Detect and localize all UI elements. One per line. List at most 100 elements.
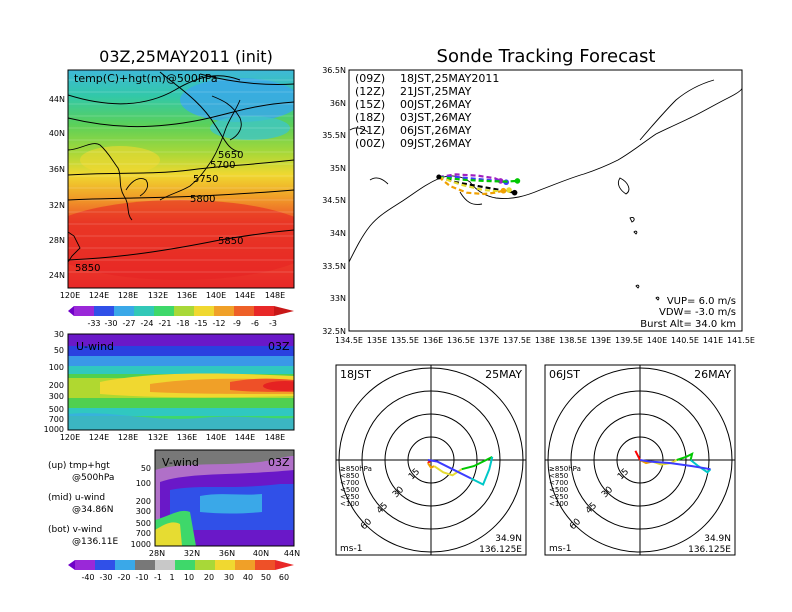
svg-text:@500hPa: @500hPa [72, 473, 114, 483]
hodo-2-unit: ms-1 [549, 544, 571, 554]
hodo-1-segment-5 [427, 459, 472, 480]
svg-text:128E: 128E [118, 433, 138, 442]
legend-text-0: 18JST,25MAY2011 [400, 72, 499, 85]
svg-text:-20: -20 [117, 573, 130, 582]
svg-text:-21: -21 [158, 319, 171, 328]
svg-text:140E: 140E [206, 291, 226, 300]
track-line-2 [438, 175, 507, 184]
temp-lat-ticks: 44N 40N 36N 32N 28N 24N [49, 95, 65, 280]
svg-text:(mid) u-wind: (mid) u-wind [48, 493, 105, 503]
svg-text:VDW= -3.0 m/s: VDW= -3.0 m/s [659, 307, 736, 318]
svg-text:136E: 136E [177, 291, 197, 300]
svg-text:120E: 120E [60, 433, 80, 442]
hodo-1-segment-4 [470, 456, 494, 486]
svg-text:<500: <500 [340, 486, 359, 494]
svg-text:135.5E: 135.5E [391, 336, 419, 345]
svg-text:≥850hPa: ≥850hPa [340, 465, 372, 473]
temp-colorbar-labels: -33 -30 -27 -24 -21 -18 -15 -12 -9 -6 -3 [87, 319, 277, 328]
legend-code-2: (15Z) [355, 98, 385, 111]
svg-text:-30: -30 [104, 319, 117, 328]
track-endpoint-5 [500, 187, 507, 194]
svg-text:Burst Alt= 34.0 km: Burst Alt= 34.0 km [640, 319, 736, 330]
wind-colorbar: -40 -30 -20 -10 -1 1 10 20 30 40 50 60 [68, 560, 294, 582]
svg-text:138.5E: 138.5E [559, 336, 587, 345]
svg-text:33.5N: 33.5N [322, 262, 346, 271]
uwind-lon-ticks: 120E 124E 128E 132E 136E 140E 144E 148E [60, 433, 285, 442]
svg-text:140E: 140E [647, 336, 667, 345]
svg-text:137.5E: 137.5E [503, 336, 531, 345]
svg-text:<700: <700 [549, 479, 568, 487]
legend-text-4: 06JST,26MAY [400, 124, 472, 137]
legend-text-2: 00JST,26MAY [400, 98, 472, 111]
svg-text:300: 300 [136, 507, 151, 516]
vwind-lat-ticks: 28N 32N 36N 40N 44N [149, 549, 300, 558]
track-endpoint-3 [514, 178, 521, 184]
legend-code-0: (09Z) [355, 72, 385, 85]
height-contours [68, 71, 294, 261]
hodograph-2-segments [634, 450, 712, 474]
hodo-1-unit: ms-1 [340, 544, 362, 554]
track-params: VUP= 6.0 m/s VDW= -3.0 m/s Burst Alt= 34… [640, 296, 736, 330]
svg-text:100: 100 [49, 363, 64, 372]
svg-text:40: 40 [243, 573, 253, 582]
svg-text:-1: -1 [154, 573, 162, 582]
svg-text:<100: <100 [549, 500, 568, 508]
svg-text:140.5E: 140.5E [671, 336, 699, 345]
svg-text:(up) tmp+hgt: (up) tmp+hgt [48, 461, 110, 471]
temp-lon-ticks: 120E 124E 128E 132E 136E 140E 144E 148E [60, 291, 285, 300]
vwind-panel: V-wind 03Z 50 100 200 300 500 700 1000 2… [131, 449, 300, 558]
svg-text:35.5N: 35.5N [322, 131, 346, 140]
svg-text:135E: 135E [367, 336, 387, 345]
svg-text:28N: 28N [49, 236, 65, 245]
svg-text:300: 300 [49, 392, 64, 401]
temp-panel-label: temp(C)+hgt(m)@500hPa [74, 72, 218, 85]
svg-text:128E: 128E [118, 291, 138, 300]
uwind-panel: U-wind 03Z 30 50 100 200 300 500 700 100… [44, 330, 295, 442]
hodo-1-time: 18JST [340, 368, 371, 381]
legend-code-4: (21Z) [355, 124, 385, 137]
svg-text:<100: <100 [340, 500, 359, 508]
hodo-2-lat: 34.9N [704, 534, 731, 544]
svg-text:@34.86N: @34.86N [72, 505, 114, 515]
svg-text:33N: 33N [330, 294, 346, 303]
legend-text-3: 03JST,26MAY [400, 111, 472, 124]
svg-text:<250: <250 [549, 493, 568, 501]
svg-text:139E: 139E [591, 336, 611, 345]
hodo-2-segment-4 [689, 459, 712, 474]
svg-text:148E: 148E [265, 433, 285, 442]
svg-text:36.5N: 36.5N [322, 66, 346, 75]
svg-text:141.5E: 141.5E [727, 336, 755, 345]
vwind-p-ticks: 50 100 200 300 500 700 1000 [131, 464, 151, 549]
hodo-2-segment-0 [634, 450, 641, 461]
temp-map-panel: temp(C)+hgt(m)@500hPa 5650 5700 5750 580… [49, 69, 295, 300]
svg-text:32N: 32N [49, 201, 65, 210]
legend-code-3: (18Z) [355, 111, 385, 124]
svg-text:134.5E: 134.5E [335, 336, 363, 345]
svg-text:500: 500 [136, 519, 151, 528]
svg-text:-27: -27 [122, 319, 135, 328]
track-line-1 [438, 173, 502, 182]
svg-text:-10: -10 [135, 573, 148, 582]
svg-text:30: 30 [54, 330, 64, 339]
svg-text:<700: <700 [340, 479, 359, 487]
svg-text:≥850hPa: ≥850hPa [549, 465, 581, 473]
hodo-2-lon: 136.125E [688, 545, 731, 555]
hodo-1-levels: ≥850hPa <850 <700 <500 <250 <100 [340, 465, 372, 508]
svg-text:36N: 36N [219, 549, 235, 558]
track-lon-ticks: 134.5E 135E 135.5E 136E 136.5E 137E 137.… [335, 336, 755, 345]
svg-text:136.5E: 136.5E [447, 336, 475, 345]
track-legend: (09Z) 18JST,25MAY2011 (12Z) 21JST,25MAY … [355, 72, 499, 150]
track-lat-ticks: 36.5N 36N 35.5N 35N 34.5N 34N 33.5N 33N … [322, 66, 346, 336]
track-series-group [436, 173, 521, 196]
hodo-1-segment-1 [427, 462, 435, 469]
svg-text:138E: 138E [535, 336, 555, 345]
launch-point [436, 174, 442, 180]
svg-text:100: 100 [136, 479, 151, 488]
svg-text:-33: -33 [87, 319, 100, 328]
hodo-1-lat: 34.9N [495, 534, 522, 544]
svg-text:36N: 36N [49, 165, 65, 174]
svg-text:1000: 1000 [44, 425, 64, 434]
svg-text:124E: 124E [89, 433, 109, 442]
vwind-time: 03Z [268, 456, 290, 469]
wind-colorbar-labels: -40 -30 -20 -10 -1 1 10 20 30 40 50 60 [81, 573, 289, 582]
